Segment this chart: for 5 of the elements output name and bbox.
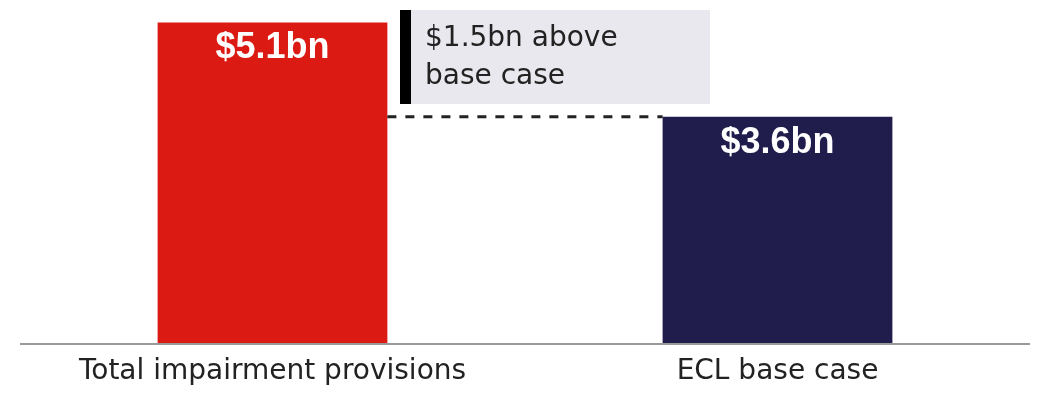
x-tick-label: ECL base case bbox=[676, 352, 879, 386]
x-tick-label: Total impairment provisions bbox=[77, 352, 467, 386]
data-label: $5.1bn bbox=[215, 25, 330, 67]
data-label: $3.6bn bbox=[720, 119, 835, 161]
callout-box: $1.5bn above base case bbox=[400, 10, 710, 104]
